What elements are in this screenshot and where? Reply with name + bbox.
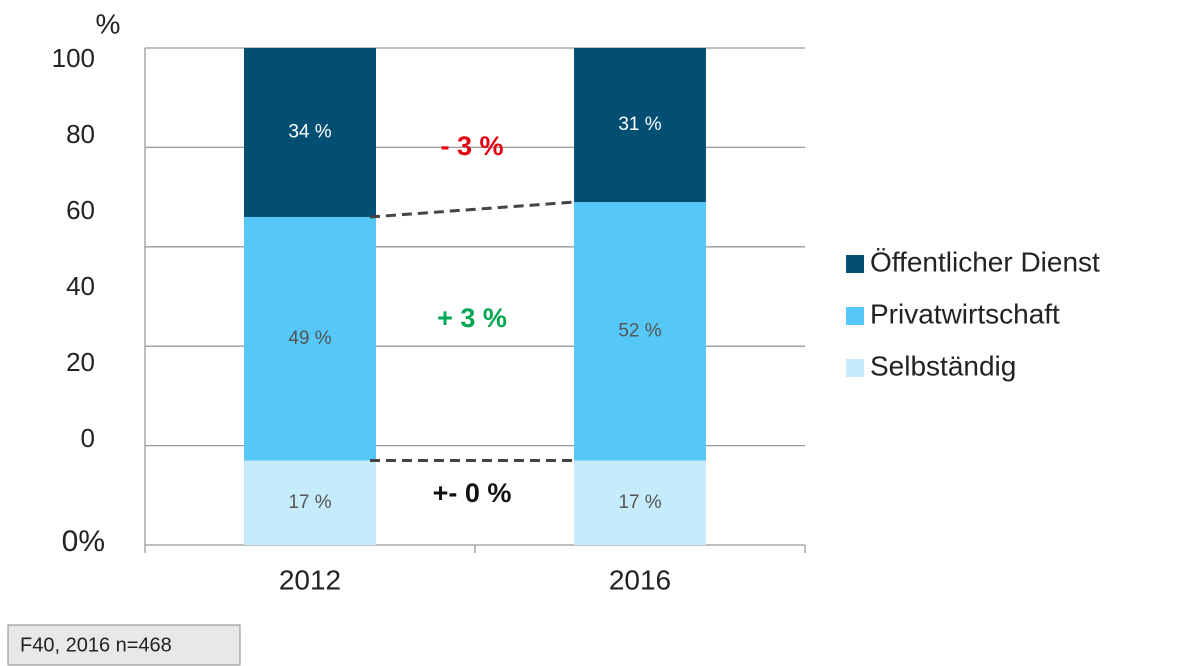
legend-label: Privatwirtschaft [870, 298, 1060, 329]
x-tick-label: 2012 [279, 564, 341, 595]
legend-swatch [846, 359, 864, 377]
bar-segment [574, 202, 706, 461]
legend-label: Selbständig [870, 350, 1016, 381]
value-label: 31 % [618, 114, 661, 135]
annotation: - 3 % [440, 131, 503, 161]
y-tick-label: 0 [81, 423, 95, 453]
legend-swatch [846, 255, 864, 273]
connector [369, 200, 575, 219]
bar-segment [244, 48, 376, 217]
y-tick-label: 80 [66, 119, 95, 149]
footnote: F40, 2016 n=468 [20, 634, 172, 656]
x-tick-label: 2016 [609, 564, 671, 595]
footnote-box [7, 624, 241, 666]
value-label: 34 % [288, 122, 331, 143]
value-label: 17 % [288, 492, 331, 513]
y-tick-label: 100 [52, 43, 95, 73]
annotation: +- 0 % [433, 478, 512, 508]
unit-label: % [96, 8, 121, 39]
y-tick-label: 20 [66, 347, 95, 377]
bar-segment [574, 48, 706, 203]
legend-label: Öffentlicher Dienst [870, 246, 1100, 277]
value-label: 49 % [288, 328, 331, 349]
y-tick-label: 0% [62, 525, 105, 558]
y-tick-label: 40 [66, 271, 95, 301]
legend-swatch [846, 307, 864, 325]
y-tick-label: 60 [66, 195, 95, 225]
bar-segment [244, 460, 376, 545]
bar-segment [574, 460, 706, 545]
value-label: 52 % [618, 320, 661, 341]
annotation: + 3 % [437, 303, 507, 333]
bar-segment [244, 216, 376, 461]
value-label: 17 % [618, 492, 661, 513]
